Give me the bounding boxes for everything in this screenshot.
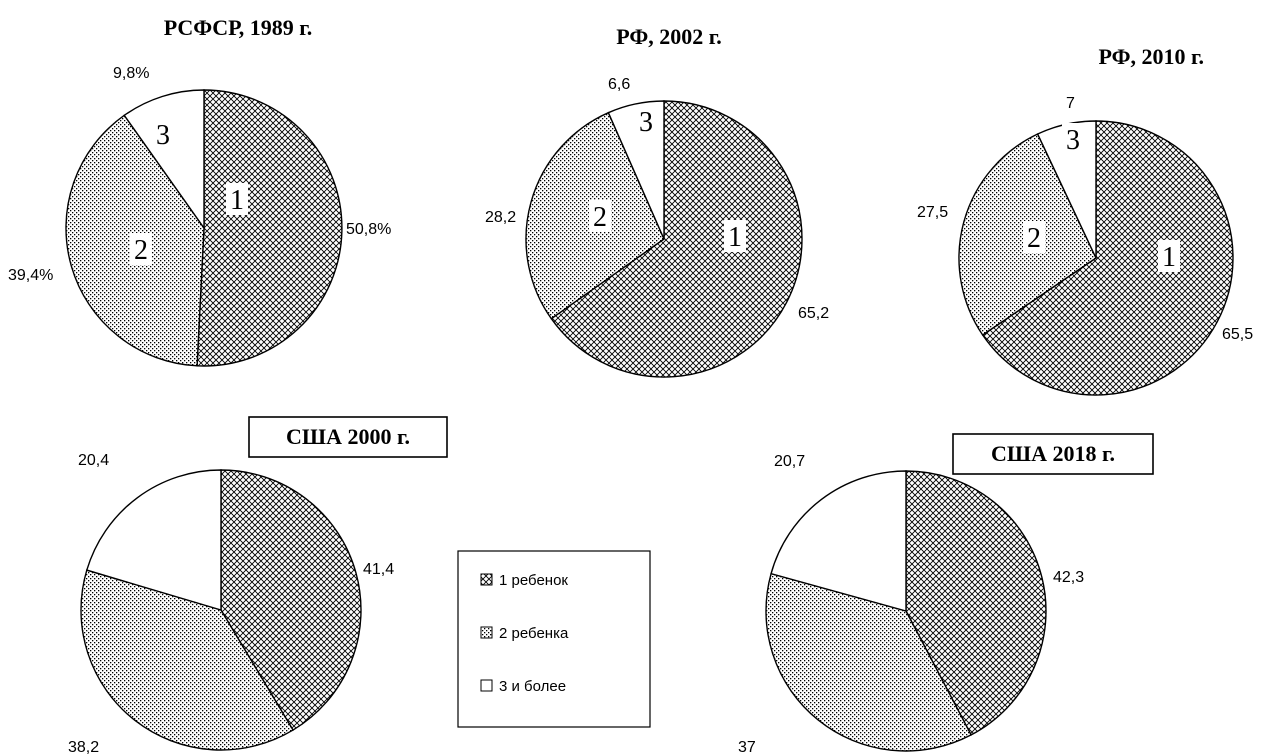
chart-title: США 2000 г.: [286, 424, 410, 449]
data-label-3: 9,8%: [113, 65, 149, 82]
pie-slice-1: [550, 100, 803, 378]
slice-number-2: 2: [593, 202, 607, 233]
chart-title: США 2018 г.: [991, 441, 1115, 466]
data-label-2: 28,2: [485, 209, 516, 226]
charts-layer: РСФСР, 1989 г. 1 2 3 50,8% 39,4% 9,8% РФ, 2002 …: [8, 15, 1253, 755]
legend-swatch-1: [480, 573, 493, 586]
chart-title-box: [248, 416, 448, 458]
slice-number-1: 1: [728, 222, 742, 253]
pie-chart-3: РФ, 2010 г. 1 2 3 65,5 27,5 7: [917, 44, 1253, 396]
chart-title-group: США 2000 г.: [248, 416, 448, 458]
data-label-2: 27,5: [917, 204, 948, 221]
data-label-1: 65,5: [1222, 326, 1253, 343]
slice-number-bg: [724, 220, 746, 252]
slice-number-bg: [130, 233, 152, 265]
slice-number-bg: [1062, 123, 1084, 155]
pie-slice-2: [80, 569, 294, 751]
slice-number-bg: [589, 200, 611, 232]
pie-slice-1: [981, 120, 1234, 396]
chart-title-group: РФ, 2002 г.: [616, 24, 721, 49]
chart-title: РФ, 2002 г.: [616, 24, 721, 49]
slice-number-2: 2: [1027, 223, 1041, 254]
data-label-1: 41,4: [363, 561, 394, 578]
pie-chart-2: РФ, 2002 г. 1 2 3 65,2 28,2 6,6: [485, 24, 829, 378]
chart-title: РФ, 2010 г.: [1099, 44, 1204, 69]
pie-slice-2: [765, 572, 973, 752]
chart-title-group: РФ, 2010 г.: [1099, 44, 1204, 69]
pie-slice-1: [196, 89, 343, 367]
slice-number-bg: [1023, 221, 1045, 253]
data-label-1: 50,8%: [346, 221, 391, 238]
legend-label-3: 3 и более: [499, 678, 566, 695]
data-label-3: 6,6: [608, 76, 630, 93]
pie-chart-5: США 2018 г. 42,3 37 20,7: [738, 433, 1154, 755]
data-label-3: 20,4: [78, 452, 109, 469]
pie-slice-3: [85, 469, 222, 611]
slice-number-3: 3: [1066, 125, 1080, 156]
legend-swatch-2: [480, 626, 493, 639]
slice-number-bg: [152, 118, 174, 150]
pie-chart-1: РСФСР, 1989 г. 1 2 3 50,8% 39,4% 9,8%: [8, 15, 391, 367]
data-label-1: 65,2: [798, 305, 829, 322]
chart-title-group: США 2018 г.: [952, 433, 1154, 475]
pie-slice-3: [123, 89, 205, 231]
slice-number-3: 3: [156, 120, 170, 151]
slice-number-2: 2: [134, 235, 148, 266]
chart-title-group: РСФСР, 1989 г.: [164, 15, 313, 40]
legend-label-2: 2 ребенка: [499, 625, 569, 642]
slice-number-1: 1: [230, 185, 244, 216]
data-label-3: 20,7: [774, 453, 805, 470]
pie-slice-1: [220, 469, 362, 732]
legend-swatch-3: [480, 679, 493, 692]
slice-number-bg: [635, 105, 657, 137]
slice-number-bg: [1158, 240, 1180, 272]
data-label-2: 37: [738, 739, 756, 755]
data-label-3: 7: [1066, 95, 1075, 112]
data-label-2: 39,4%: [8, 267, 53, 284]
legend: 1 ребенок 2 ребенка 3 и более: [457, 550, 651, 728]
data-label-1: 42,3: [1053, 569, 1084, 586]
slice-number-bg: [226, 183, 248, 215]
chart-title: РСФСР, 1989 г.: [164, 15, 313, 40]
pie-chart-4: США 2000 г. 41,4 38,2 20,4: [68, 416, 448, 755]
slice-number-3: 3: [639, 107, 653, 138]
pie-slice-1: [905, 470, 1047, 736]
slice-number-1: 1: [1162, 242, 1176, 273]
pie-slice-3: [770, 470, 907, 612]
data-label-2: 38,2: [68, 739, 99, 755]
chart-title-box: [952, 433, 1154, 475]
legend-label-1: 1 ребенок: [499, 572, 568, 589]
